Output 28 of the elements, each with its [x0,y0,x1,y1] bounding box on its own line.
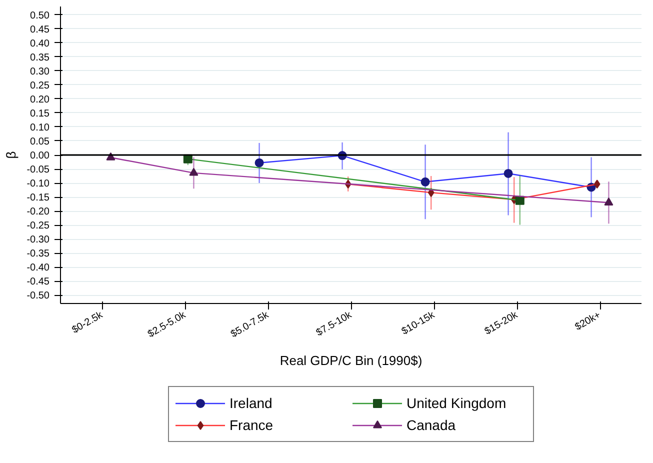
legend-label: Ireland [230,395,274,411]
y-tick-label: 0.45 [30,24,50,36]
y-tick-label: -0.05 [26,164,50,176]
y-tick-label: 0.25 [30,80,50,92]
y-tick-label: 0.15 [30,108,50,120]
x-axis-title: Real GDP/C Bin (1990$) [280,352,422,368]
y-tick-label: 0.30 [30,66,50,78]
y-tick-label: -0.15 [26,192,50,204]
y-tick-label: 0.00 [30,150,50,162]
x-tick-label: $20k+ [573,310,603,334]
y-tick-label: -0.50 [26,290,50,302]
legend-label: United Kingdom [406,395,508,411]
y-tick-label: -0.20 [26,206,50,218]
y-tick-label: -0.40 [26,262,50,274]
legend-label: France [230,417,274,433]
y-tick-label: 0.05 [30,136,50,148]
y-tick-label: -0.25 [26,220,50,232]
legend-label: Canada [406,417,457,433]
y-tick-label: 0.10 [30,122,50,134]
y-tick-label: 0.20 [30,94,50,106]
y-tick-label: -0.10 [26,178,50,190]
y-tick-label: 0.40 [30,38,50,50]
y-tick-label: -0.30 [26,234,50,246]
y-axis-title: β [4,151,19,159]
y-tick-label: -0.45 [26,276,50,288]
y-tick-label: 0.50 [30,10,50,22]
y-tick-label: -0.35 [26,248,50,260]
y-tick-label: 0.35 [30,52,50,64]
